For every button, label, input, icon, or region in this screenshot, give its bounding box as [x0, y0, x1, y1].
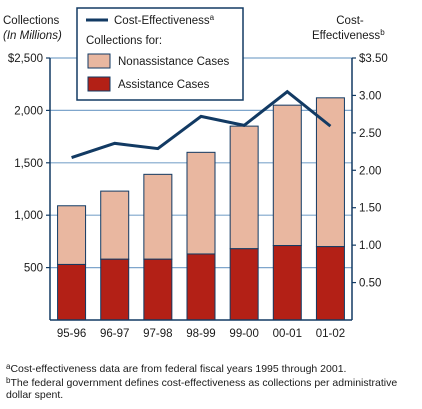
footnote-b-mark: b	[6, 376, 11, 385]
bar-nonassistance	[315, 97, 345, 248]
y-left-tick-label: 500	[24, 263, 43, 275]
footnote-b-text: The federal government defines cost-effe…	[6, 377, 398, 401]
y-right-tick-label: 1.50	[359, 203, 381, 215]
x-tick-label: 97-98	[143, 328, 172, 340]
y-right-axis-title: Cost-	[336, 15, 364, 27]
bars	[57, 97, 345, 321]
y-right-tick-label: 1.00	[359, 240, 381, 252]
y-right-tick-label: 0.50	[359, 278, 381, 290]
bar-assistance	[186, 253, 216, 321]
bar-nonassistance	[229, 125, 259, 250]
chart-svg: 500 1,000 1,500 2,000 $2,500 0.50 1.00 1.50 2.00…	[3, 7, 388, 340]
legend-line-label: Cost-Effectivenessa	[114, 13, 215, 27]
legend-assistance-label: Assistance Cases	[118, 79, 210, 91]
x-tick-label: 00-01	[273, 328, 302, 340]
y-left-tick-label: 1,500	[14, 158, 43, 170]
x-tick-label: 96-97	[100, 328, 129, 340]
y-left-tick-label: 1,000	[14, 210, 43, 222]
bar-nonassistance	[57, 205, 87, 265]
bar-assistance	[272, 245, 302, 321]
y-left-axis-subtitle: (In Millions)	[3, 30, 62, 42]
y-left-tick-label: $2,500	[8, 53, 43, 65]
y-right-axis-subtitle: Effectivenessb	[312, 28, 385, 42]
bar-assistance	[143, 258, 173, 321]
bar-assistance	[100, 258, 130, 321]
bar-nonassistance	[100, 190, 130, 260]
y-left-axis-title: Collections	[3, 15, 59, 27]
x-tick-label: 01-02	[316, 328, 345, 340]
y-right-tick-label: 2.00	[359, 165, 381, 177]
bar-assistance	[229, 248, 259, 321]
legend-assistance-swatch	[87, 76, 111, 92]
footnote-b: bThe federal government defines cost-eff…	[6, 375, 416, 401]
legend-nonassistance-swatch	[87, 53, 111, 69]
x-tick-label: 95-96	[57, 328, 86, 340]
footnote-a-mark: a	[6, 362, 11, 371]
bar-assistance	[315, 246, 345, 321]
footnote-a: aCost-effectiveness data are from federa…	[6, 361, 416, 375]
y-left-tick-label: 2,000	[14, 105, 43, 117]
y-right-tick-label: 3.00	[359, 90, 381, 102]
cost-effectiveness-line-group	[71, 89, 332, 159]
footnote-a-text: Cost-effectiveness data are from federal…	[10, 363, 347, 375]
bar-nonassistance	[272, 104, 302, 247]
bar-assistance	[57, 263, 87, 321]
x-tick-label: 98-99	[186, 328, 215, 340]
y-right-axis-title-sup: b	[380, 28, 385, 37]
y-right-tick-label: 2.50	[359, 128, 381, 140]
legend-nonassistance-label: Nonassistance Cases	[118, 56, 229, 68]
y-right-tick-label: $3.50	[359, 53, 388, 65]
bar-nonassistance	[143, 173, 173, 260]
footnotes: aCost-effectiveness data are from federa…	[6, 361, 416, 401]
bar-nonassistance	[186, 151, 216, 255]
legend-line-label-sup: a	[210, 13, 215, 22]
legend: Cost-Effectivenessa Collections for: Nonas…	[76, 7, 244, 101]
legend-subtitle: Collections for:	[86, 35, 162, 47]
axes: 500 1,000 1,500 2,000 $2,500 0.50 1.00 1.50 2.00…	[3, 15, 388, 340]
x-tick-label: 99-00	[229, 328, 258, 340]
